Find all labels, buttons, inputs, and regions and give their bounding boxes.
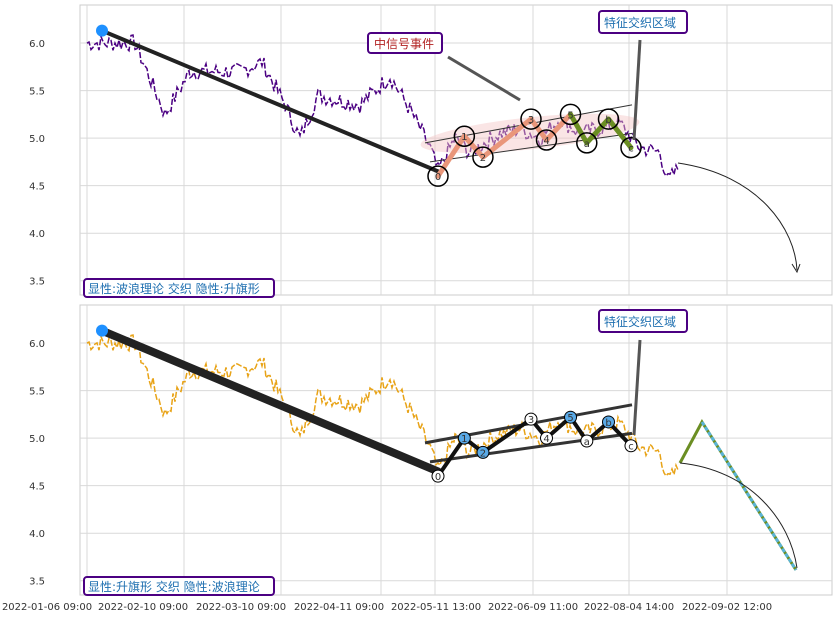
top-label-box: 显性:波浪理论 交织 隐性:升旗形	[83, 278, 275, 298]
wave-segment	[480, 417, 533, 455]
y-tick-label: 3.5	[29, 277, 45, 288]
wave-label: 4	[543, 434, 549, 445]
bottom-region-box: 特征交织区域	[598, 309, 688, 333]
bottom-region-text: 特征交织区域	[604, 314, 676, 329]
event-callout	[447, 55, 521, 102]
y-tick-label: 4.0	[29, 229, 45, 240]
y-tick-label: 5.0	[29, 134, 45, 145]
projection-arrow	[679, 462, 798, 569]
wave-segment	[528, 116, 549, 143]
wave-label: a	[584, 139, 590, 150]
wave-label: 3	[528, 415, 534, 426]
wave-point-4: 4	[535, 129, 558, 151]
wave-segment	[436, 436, 467, 479]
top-grid	[80, 5, 832, 295]
wave-segment	[606, 116, 634, 151]
wave-label: 3	[528, 115, 534, 126]
top-series	[86, 33, 679, 178]
wave-point-1: 1	[453, 125, 476, 147]
x-tick-label: 2022-04-11 09:00	[294, 602, 384, 613]
bottom-label-box: 显性:升旗形 交织 隐性:波浪理论	[83, 576, 275, 596]
wave-label: b	[605, 418, 611, 429]
x-tick-label: 2022-01-06 09:00	[2, 602, 92, 613]
channel-lower	[429, 132, 633, 163]
wave-point-0: 0	[427, 165, 449, 187]
wave-segment	[568, 111, 590, 146]
wave-segment	[544, 111, 574, 143]
wave-label: 2	[480, 448, 486, 459]
wave-label: 2	[480, 153, 486, 164]
y-tick-label: 5.5	[29, 87, 45, 98]
trend-start-marker	[96, 24, 108, 37]
wave-point-4: 4	[540, 431, 553, 445]
wave-point-a: a	[580, 434, 594, 448]
highlight-region	[420, 113, 640, 153]
x-tick-label: 2022-02-10 09:00	[98, 602, 188, 613]
top-region-box: 特征交织区域	[598, 10, 688, 34]
trend-start-marker	[96, 324, 108, 337]
wave-label: c	[628, 442, 634, 453]
bottom-label-text: 显性:升旗形 交织 隐性:波浪理论	[88, 579, 260, 594]
y-tick-label: 3.5	[29, 577, 45, 588]
top-overlay: 0 1 2 34 5 a b c	[96, 24, 801, 274]
wave-label: c	[628, 144, 634, 155]
region-callout	[632, 339, 642, 436]
price-series	[86, 333, 679, 478]
bottom-y-ticks: 3.5 4.0 4.5 5.0 5.5 6.0	[29, 339, 45, 588]
event-label-text: 中信号事件	[374, 36, 434, 51]
wave-point-b: b	[602, 415, 615, 429]
y-tick-label: 5.0	[29, 434, 45, 445]
x-tick-label: 2022-03-10 09:00	[196, 602, 286, 613]
wave-point-b: b	[597, 108, 620, 130]
wave-point-2: 2	[472, 146, 494, 168]
event-box: 中信号事件	[367, 32, 443, 54]
bottom-overlay: 0 1 2 34 5 a b c	[96, 324, 798, 571]
x-tick-label: 2022-05-11 13:00	[391, 602, 481, 613]
wave-point-a: a	[576, 132, 598, 154]
x-ticks: 2022-01-06 09:00 2022-02-10 09:00 2022-03-…	[2, 602, 772, 613]
y-tick-label: 4.5	[29, 482, 45, 493]
bottom-series	[86, 333, 679, 478]
wave-segment	[461, 133, 486, 160]
x-tick-label: 2022-06-09 11:00	[488, 602, 578, 613]
flag-blue-line	[700, 421, 798, 571]
y-tick-label: 6.0	[29, 339, 45, 350]
channel-lower	[429, 431, 633, 464]
trend-line	[100, 28, 440, 174]
wave-label: 0	[435, 472, 441, 483]
wave-point-2: 2	[476, 445, 490, 459]
wave-point-0: 0	[431, 469, 445, 483]
wave-label: 1	[461, 132, 467, 143]
wave-point-5: 5	[559, 103, 582, 126]
y-tick-label: 5.5	[29, 387, 45, 398]
wave-label: b	[605, 115, 611, 126]
wave-label: 0	[435, 172, 441, 183]
y-tick-label: 6.0	[29, 39, 45, 50]
wave-label: 1	[461, 434, 467, 445]
wave-point-1: 1	[457, 431, 471, 445]
wave-label: 5	[567, 110, 573, 121]
wave-point-3: 3	[524, 412, 538, 426]
wave-point-c: c	[624, 439, 638, 453]
x-tick-label: 2022-08-04 14:00	[584, 602, 674, 613]
wave-point-c: c	[620, 136, 642, 159]
wave-point-5: 5	[564, 410, 578, 424]
projection-arrow	[677, 162, 798, 271]
price-series	[86, 33, 679, 178]
top-y-ticks: 3.5 4.0 4.5 5.0 5.5 6.0	[29, 39, 45, 288]
wave-label: a	[584, 437, 590, 448]
region-callout	[632, 39, 642, 141]
top-region-text: 特征交织区域	[604, 15, 676, 30]
wave-label: 4	[543, 136, 549, 147]
trend-line	[98, 326, 442, 476]
wave-segment	[584, 116, 611, 146]
wave-point-3: 3	[520, 108, 542, 130]
y-tick-label: 4.0	[29, 529, 45, 540]
top-label-text: 显性:波浪理论 交织 隐性:升旗形	[88, 281, 260, 296]
wave-label: 5	[567, 413, 573, 424]
wave-segment	[435, 133, 467, 179]
y-tick-label: 4.5	[29, 182, 45, 193]
x-tick-label: 2022-09-02 12:00	[682, 602, 772, 613]
